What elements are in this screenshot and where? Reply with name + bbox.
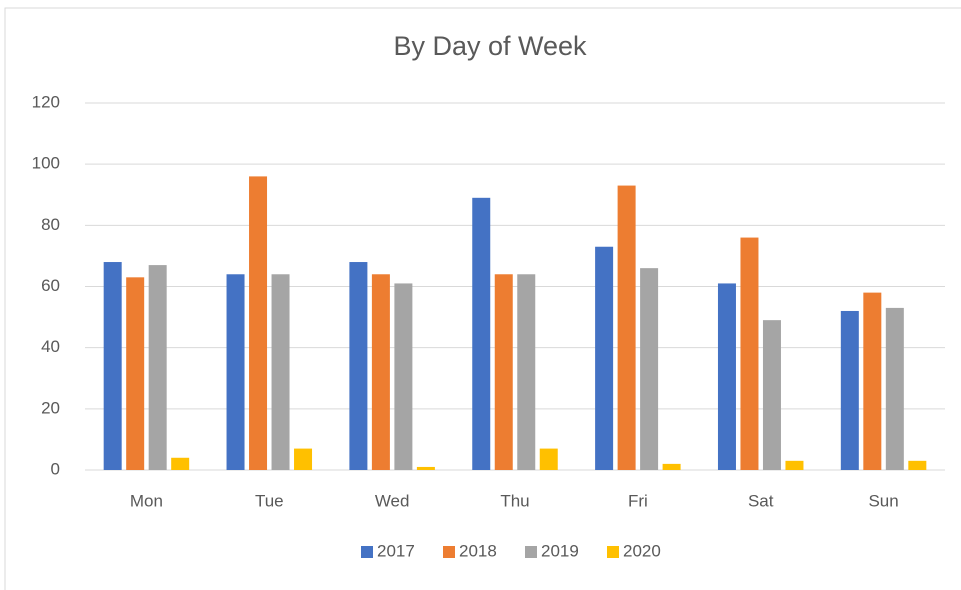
bar: [539, 448, 558, 470]
y-tick-label: 80: [41, 215, 60, 234]
bar: [171, 457, 190, 470]
bar: [785, 460, 804, 470]
x-tick-label: Mon: [130, 491, 163, 510]
bar: [908, 460, 927, 470]
legend-label: 2020: [623, 541, 661, 560]
bar: [517, 274, 536, 470]
bar: [271, 274, 290, 470]
bar: [740, 237, 759, 470]
bar: [294, 448, 313, 470]
bar: [762, 320, 781, 470]
bar: [371, 274, 390, 470]
bar: [394, 283, 413, 470]
bar: [416, 466, 435, 470]
x-tick-label: Wed: [375, 491, 410, 510]
bar: [494, 274, 513, 470]
bar: [148, 265, 167, 470]
bar: [249, 176, 268, 470]
legend-label: 2018: [459, 541, 497, 560]
x-tick-label: Sat: [748, 491, 774, 510]
x-tick-label: Thu: [500, 491, 529, 510]
y-tick-label: 100: [32, 154, 60, 173]
legend-swatch: [525, 546, 537, 558]
x-tick-label: Sun: [868, 491, 898, 510]
bar: [885, 307, 904, 470]
bar: [472, 197, 491, 470]
bar: [103, 262, 122, 470]
x-tick-label: Tue: [255, 491, 284, 510]
bar: [595, 246, 614, 470]
y-tick-label: 60: [41, 276, 60, 295]
x-tick-label: Fri: [628, 491, 648, 510]
legend-label: 2019: [541, 541, 579, 560]
bar: [662, 463, 681, 470]
y-tick-label: 120: [32, 92, 60, 111]
bar: [617, 185, 636, 470]
chart-frame: [4, 7, 961, 590]
legend-label: 2017: [377, 541, 415, 560]
legend-swatch: [443, 546, 455, 558]
chart-title: By Day of Week: [393, 31, 587, 61]
bar: [640, 268, 659, 470]
legend-swatch: [607, 546, 619, 558]
bar: [863, 292, 882, 470]
bar: [126, 277, 145, 470]
y-tick-label: 20: [41, 398, 60, 417]
bar: [840, 310, 859, 470]
y-tick-label: 0: [51, 459, 60, 478]
bar: [349, 262, 368, 470]
bar: [226, 274, 245, 470]
legend-swatch: [361, 546, 373, 558]
bar: [717, 283, 736, 470]
y-tick-label: 40: [41, 337, 60, 356]
